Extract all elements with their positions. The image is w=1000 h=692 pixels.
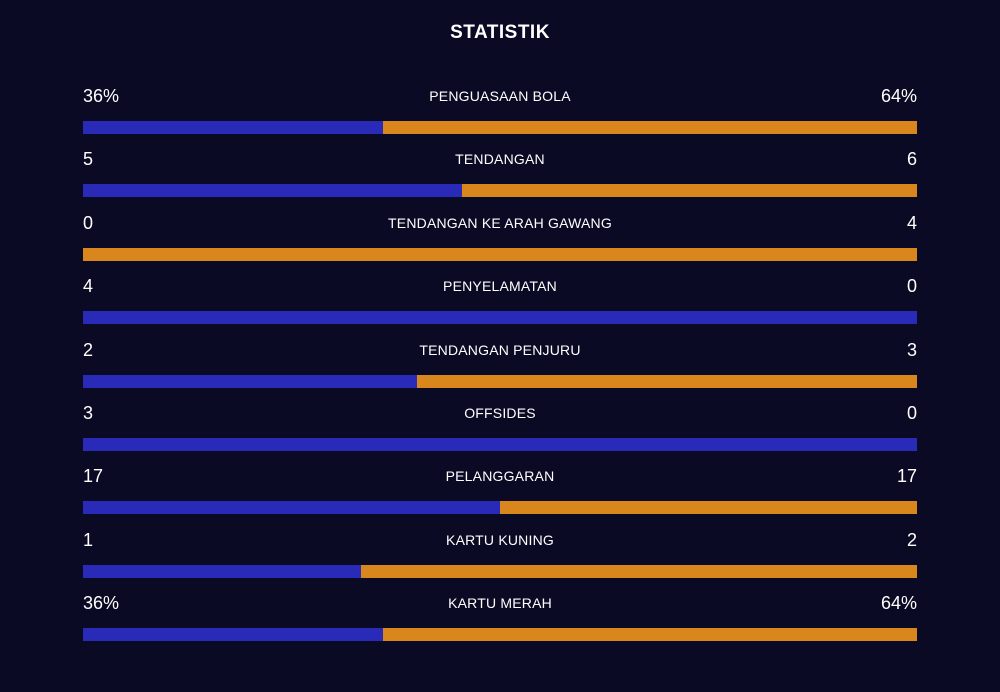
stat-values: 2 TENDANGAN PENJURU 3 <box>83 338 917 368</box>
comparison-bar <box>83 184 917 198</box>
away-bar <box>462 184 917 198</box>
stat-label: KARTU KUNING <box>446 531 554 548</box>
home-value: 3 <box>83 403 94 423</box>
home-bar <box>83 311 917 325</box>
stat-label: OFFSIDES <box>464 405 536 421</box>
away-bar <box>83 247 917 261</box>
home-bar <box>83 501 500 515</box>
home-value: 0 <box>83 212 94 233</box>
home-bar <box>83 564 361 578</box>
away-value: 6 <box>906 149 917 170</box>
stat-values: 5 TENDANGAN 6 <box>83 147 917 177</box>
stat-values: 17 PELANGGARAN 17 <box>83 464 917 494</box>
home-bar <box>83 438 917 451</box>
panel-title: STATISTIK <box>450 22 550 43</box>
away-value: 3 <box>906 339 917 360</box>
stat-label: PENGUASAAN BOLA <box>429 88 571 104</box>
comparison-bar <box>83 564 917 578</box>
stat-row: 4 PENYELAMATAN 0 <box>83 274 917 328</box>
home-value: 2 <box>83 339 94 360</box>
home-value: 5 <box>83 149 94 170</box>
stat-row: 36% KARTU MERAH 64% <box>83 591 917 645</box>
comparison-bar <box>83 438 917 451</box>
home-bar <box>83 628 384 642</box>
away-value: 64% <box>880 86 917 106</box>
home-bar <box>83 184 463 198</box>
stat-values: 1 KARTU KUNING 2 <box>83 528 917 558</box>
home-bar <box>83 121 384 134</box>
stat-label: PENYELAMATAN <box>443 278 557 295</box>
home-value: 17 <box>83 466 104 487</box>
stat-label: PELANGGARAN <box>445 468 555 485</box>
stat-label: TENDANGAN KE ARAH GAWANG <box>388 214 612 231</box>
comparison-bar <box>83 121 917 134</box>
home-value: 36% <box>83 86 120 106</box>
comparison-bar <box>83 501 917 515</box>
stat-label: KARTU MERAH <box>448 595 552 612</box>
away-value: 64% <box>880 593 917 614</box>
home-value: 36% <box>83 593 120 614</box>
away-bar <box>383 121 917 134</box>
away-bar <box>500 501 917 515</box>
away-value: 2 <box>906 529 917 550</box>
home-bar <box>83 374 417 388</box>
stat-row: 0 TENDANGAN KE ARAH GAWANG 4 <box>83 211 917 265</box>
stat-label: TENDANGAN <box>455 151 545 168</box>
stat-values: 4 PENYELAMATAN 0 <box>83 274 917 304</box>
comparison-bar <box>83 247 917 261</box>
home-value: 1 <box>83 529 94 550</box>
comparison-bar <box>83 374 917 388</box>
away-value: 17 <box>896 466 917 487</box>
stat-values: 0 TENDANGAN KE ARAH GAWANG 4 <box>83 211 917 241</box>
away-bar <box>383 628 917 642</box>
home-value: 4 <box>83 276 94 297</box>
comparison-bar <box>83 311 917 325</box>
comparison-bar <box>83 628 917 642</box>
away-value: 0 <box>906 403 917 423</box>
away-value: 4 <box>906 212 917 233</box>
stat-label: TENDANGAN PENJURU <box>419 341 581 358</box>
stat-row: 3 OFFSIDES 0 <box>83 401 917 455</box>
stat-values: 36% PENGUASAAN BOLA 64% <box>83 84 917 114</box>
away-value: 0 <box>906 276 917 297</box>
stat-row: 1 KARTU KUNING 2 <box>83 528 917 582</box>
stat-row: 2 TENDANGAN PENJURU 3 <box>83 338 917 392</box>
stat-row: 36% PENGUASAAN BOLA 64% <box>83 84 917 138</box>
stat-values: 3 OFFSIDES 0 <box>83 401 917 431</box>
away-bar <box>416 374 917 388</box>
away-bar <box>360 564 917 578</box>
stat-values: 36% KARTU MERAH 64% <box>83 591 917 621</box>
stat-row: 17 PELANGGARAN 17 <box>83 464 917 518</box>
stat-row: 5 TENDANGAN 6 <box>83 147 917 201</box>
